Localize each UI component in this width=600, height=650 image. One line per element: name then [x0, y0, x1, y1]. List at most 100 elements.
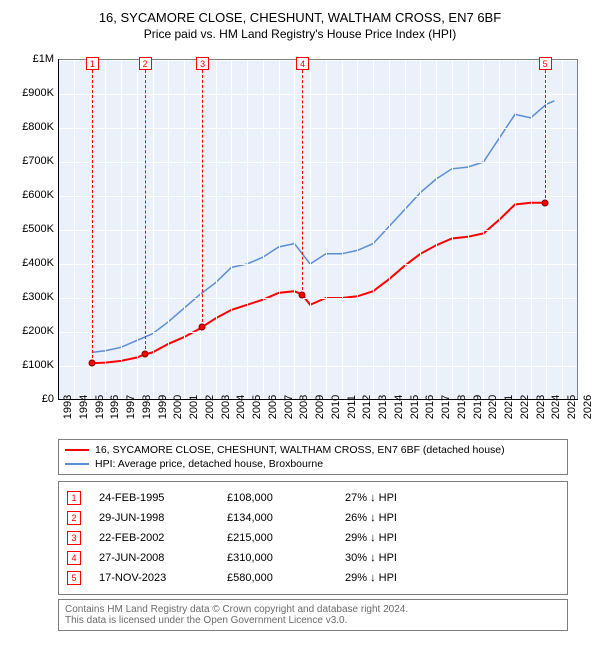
- sale-badge: 2: [67, 511, 81, 525]
- x-axis-label: 2003: [220, 395, 232, 419]
- x-axis-label: 2018: [456, 395, 468, 419]
- legend-item-property: 16, SYCAMORE CLOSE, CHESHUNT, WALTHAM CR…: [65, 443, 561, 457]
- y-axis-label: £200K: [6, 325, 54, 337]
- x-axis-label: 1997: [125, 395, 137, 419]
- sale-change: 26% ↓ HPI: [345, 512, 445, 524]
- sale-price: £134,000: [227, 512, 327, 524]
- sale-row: 5 17-NOV-2023 £580,000 29% ↓ HPI: [67, 568, 559, 588]
- sale-marker-line: [92, 60, 93, 363]
- sale-marker-badge: 1: [86, 57, 99, 70]
- x-axis-label: 2010: [330, 395, 342, 419]
- x-axis-label: 2021: [503, 395, 515, 419]
- legend-item-hpi: HPI: Average price, detached house, Brox…: [65, 457, 561, 471]
- sale-data-point: [199, 323, 206, 330]
- legend-swatch: [65, 449, 89, 451]
- legend-label: 16, SYCAMORE CLOSE, CHESHUNT, WALTHAM CR…: [95, 444, 505, 456]
- x-axis-label: 2012: [361, 395, 373, 419]
- sale-marker-line: [202, 60, 203, 327]
- sale-date: 17-NOV-2023: [99, 572, 209, 584]
- x-axis-label: 1994: [78, 395, 90, 419]
- footnote-line: Contains HM Land Registry data © Crown c…: [65, 604, 561, 615]
- y-axis-label: £500K: [6, 223, 54, 235]
- x-axis-label: 2020: [487, 395, 499, 419]
- sale-badge: 5: [67, 571, 81, 585]
- x-axis-label: 2017: [440, 395, 452, 419]
- y-axis-label: £300K: [6, 291, 54, 303]
- sale-price: £108,000: [227, 492, 327, 504]
- x-axis-label: 2015: [409, 395, 421, 419]
- sale-data-point: [299, 291, 306, 298]
- x-axis-label: 2016: [424, 395, 436, 419]
- x-axis-label: 2024: [550, 395, 562, 419]
- sale-date: 27-JUN-2008: [99, 552, 209, 564]
- sale-row: 3 22-FEB-2002 £215,000 29% ↓ HPI: [67, 528, 559, 548]
- sale-marker-badge: 5: [539, 57, 552, 70]
- chart-title: 16, SYCAMORE CLOSE, CHESHUNT, WALTHAM CR…: [8, 10, 592, 25]
- sale-marker-badge: 2: [139, 57, 152, 70]
- sale-data-point: [541, 199, 548, 206]
- x-axis-label: 2011: [346, 395, 358, 419]
- legend-swatch: [65, 463, 89, 465]
- y-axis-label: £800K: [6, 121, 54, 133]
- x-axis-label: 1996: [109, 395, 121, 419]
- sale-data-point: [141, 351, 148, 358]
- x-axis-label: 2005: [251, 395, 263, 419]
- sale-price: £310,000: [227, 552, 327, 564]
- x-axis-label: 2019: [472, 395, 484, 419]
- y-axis-label: £1M: [6, 53, 54, 65]
- sale-badge: 3: [67, 531, 81, 545]
- y-axis-label: £0: [6, 393, 54, 405]
- x-axis-label: 1995: [94, 395, 106, 419]
- plot-area: [58, 59, 578, 399]
- sale-marker-badge: 4: [296, 57, 309, 70]
- x-axis-label: 2026: [582, 395, 594, 419]
- x-axis-label: 1993: [62, 395, 74, 419]
- x-axis-label: 2014: [393, 395, 405, 419]
- x-axis-label: 2007: [283, 395, 295, 419]
- legend-label: HPI: Average price, detached house, Brox…: [95, 458, 323, 470]
- footnote: Contains HM Land Registry data © Crown c…: [58, 599, 568, 631]
- sale-data-point: [88, 360, 95, 367]
- x-axis-label: 2022: [519, 395, 531, 419]
- x-axis-label: 2008: [298, 395, 310, 419]
- y-axis-label: £600K: [6, 189, 54, 201]
- sale-row: 4 27-JUN-2008 £310,000 30% ↓ HPI: [67, 548, 559, 568]
- sale-change: 29% ↓ HPI: [345, 532, 445, 544]
- x-axis-label: 2009: [314, 395, 326, 419]
- x-axis-label: 1998: [141, 395, 153, 419]
- x-axis-label: 2001: [188, 395, 200, 419]
- sale-marker-line: [302, 60, 303, 295]
- y-axis-label: £400K: [6, 257, 54, 269]
- y-axis-label: £700K: [6, 155, 54, 167]
- x-axis-label: 2025: [566, 395, 578, 419]
- x-axis-label: 2006: [267, 395, 279, 419]
- chart-subtitle: Price paid vs. HM Land Registry's House …: [8, 27, 592, 41]
- y-axis-label: £100K: [6, 359, 54, 371]
- price-chart: £0 £100K £200K £300K £400K £500K £600K £700K £80…: [8, 49, 592, 429]
- x-axis-label: 2000: [172, 395, 184, 419]
- legend: 16, SYCAMORE CLOSE, CHESHUNT, WALTHAM CR…: [58, 439, 568, 475]
- y-axis: [58, 59, 59, 399]
- footnote-line: This data is licensed under the Open Gov…: [65, 615, 561, 626]
- x-axis-label: 2004: [235, 395, 247, 419]
- sale-marker-line: [545, 60, 546, 203]
- x-axis-label: 2013: [377, 395, 389, 419]
- sale-change: 30% ↓ HPI: [345, 552, 445, 564]
- x-axis-label: 1999: [157, 395, 169, 419]
- sale-badge: 1: [67, 491, 81, 505]
- x-axis-label: 2002: [204, 395, 216, 419]
- sale-marker-line: [145, 60, 146, 354]
- sale-change: 29% ↓ HPI: [345, 572, 445, 584]
- sale-date: 24-FEB-1995: [99, 492, 209, 504]
- sale-date: 22-FEB-2002: [99, 532, 209, 544]
- sale-row: 1 24-FEB-1995 £108,000 27% ↓ HPI: [67, 488, 559, 508]
- sale-price: £580,000: [227, 572, 327, 584]
- sale-marker-badge: 3: [196, 57, 209, 70]
- sale-price: £215,000: [227, 532, 327, 544]
- sale-date: 29-JUN-1998: [99, 512, 209, 524]
- sale-change: 27% ↓ HPI: [345, 492, 445, 504]
- sale-row: 2 29-JUN-1998 £134,000 26% ↓ HPI: [67, 508, 559, 528]
- sales-table: 1 24-FEB-1995 £108,000 27% ↓ HPI 2 29-JUN-199…: [58, 481, 568, 595]
- sale-badge: 4: [67, 551, 81, 565]
- x-axis-label: 2023: [535, 395, 547, 419]
